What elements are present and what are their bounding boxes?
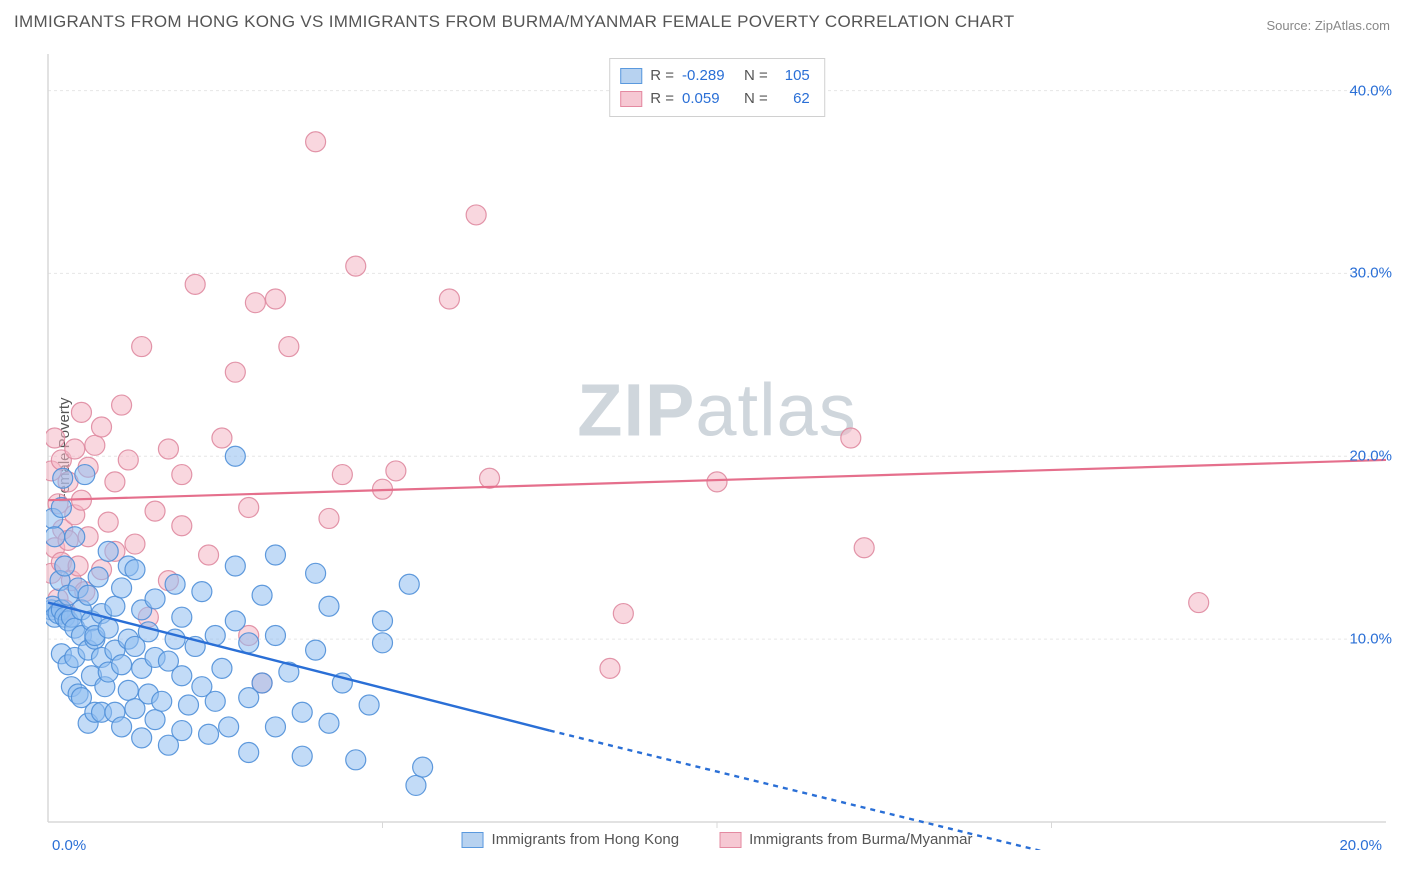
series-legend-item: Immigrants from Hong Kong xyxy=(462,831,680,848)
series-legend-item: Immigrants from Burma/Myanmar xyxy=(719,831,972,848)
r-label: R = xyxy=(650,88,674,111)
scatter-plot xyxy=(46,50,1388,850)
y-tick-label: 30.0% xyxy=(1349,265,1392,282)
correlation-legend-row: R = -0.289 N = 105 xyxy=(620,65,810,88)
source-attribution: Source: ZipAtlas.com xyxy=(1266,18,1390,33)
series-label: Immigrants from Burma/Myanmar xyxy=(749,831,972,848)
series-label: Immigrants from Hong Kong xyxy=(492,831,680,848)
correlation-legend-row: R = 0.059 N = 62 xyxy=(620,88,810,111)
n-label: N = xyxy=(744,88,768,111)
legend-swatch-pink xyxy=(620,91,642,107)
series-legend: Immigrants from Hong Kong Immigrants fro… xyxy=(462,831,973,848)
correlation-legend: R = -0.289 N = 105 R = 0.059 N = 62 xyxy=(609,58,825,117)
legend-swatch-blue xyxy=(462,832,484,848)
y-tick-label: 20.0% xyxy=(1349,448,1392,465)
n-value: 105 xyxy=(776,65,810,88)
r-value: 0.059 xyxy=(682,88,736,111)
legend-swatch-pink xyxy=(719,832,741,848)
y-tick-label: 10.0% xyxy=(1349,631,1392,648)
x-tick-label: 0.0% xyxy=(52,837,86,854)
r-label: R = xyxy=(650,65,674,88)
r-value: -0.289 xyxy=(682,65,736,88)
chart-title: IMMIGRANTS FROM HONG KONG VS IMMIGRANTS … xyxy=(14,12,1014,32)
chart-container: Female Poverty ZIPatlas R = -0.289 N = 1… xyxy=(46,50,1388,850)
n-label: N = xyxy=(744,65,768,88)
legend-swatch-blue xyxy=(620,68,642,84)
y-tick-label: 40.0% xyxy=(1349,82,1392,99)
n-value: 62 xyxy=(776,88,810,111)
x-tick-label: 20.0% xyxy=(1339,837,1382,854)
